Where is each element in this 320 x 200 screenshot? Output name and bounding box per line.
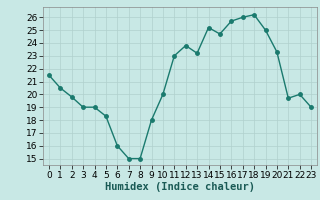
X-axis label: Humidex (Indice chaleur): Humidex (Indice chaleur) (105, 182, 255, 192)
